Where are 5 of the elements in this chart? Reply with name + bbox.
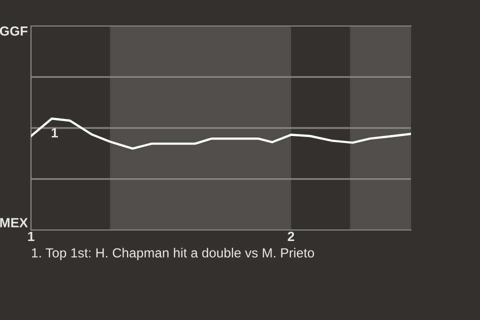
text: GGF	[0, 26, 28, 36]
text: 1. Top 1st: H. Chapman hit a double vs M. Prieto	[32, 248, 314, 260]
text: MEX	[0, 218, 28, 228]
x-tick-label: 2	[288, 232, 294, 241]
annotation: 1	[52, 128, 58, 138]
